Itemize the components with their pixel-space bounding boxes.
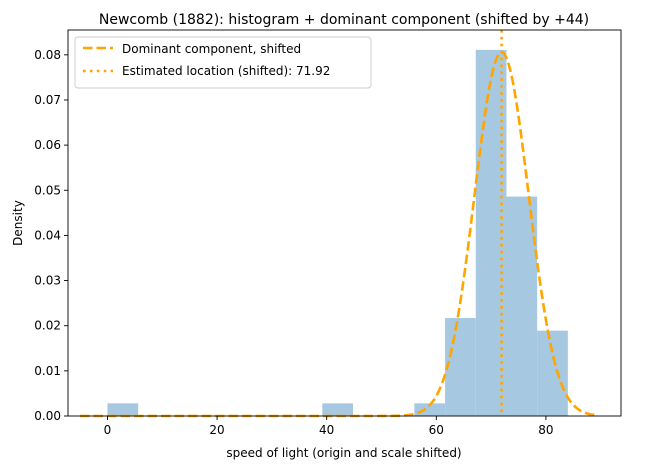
- y-tick-label: 0.03: [34, 274, 61, 288]
- y-tick-label: 0.06: [34, 138, 61, 152]
- y-tick-label: 0.01: [34, 364, 61, 378]
- legend-box: [74, 36, 372, 89]
- plot-frame: [67, 29, 622, 417]
- histogram-bar: [537, 330, 568, 416]
- legend-label-dominant: Dominant component, shifted: [122, 42, 301, 56]
- histogram-bars: [107, 49, 568, 417]
- y-tick-label: 0.04: [34, 228, 61, 242]
- x-tick-label: 20: [209, 423, 224, 437]
- y-tick-label: 0.08: [34, 48, 61, 62]
- legend-label-location: Estimated location (shifted): 71.92: [122, 64, 330, 78]
- legend: Dominant component, shifted Estimated lo…: [74, 36, 372, 89]
- histogram-bar: [445, 318, 476, 416]
- histogram-bar: [414, 403, 446, 416]
- y-tick-label: 0.05: [34, 183, 61, 197]
- x-tick-label: 40: [319, 423, 334, 437]
- histogram-bar: [107, 403, 139, 416]
- x-tick-label: 80: [538, 423, 553, 437]
- x-tick-label: 60: [429, 423, 444, 437]
- histogram-bar: [322, 403, 353, 416]
- y-axis-label: Density: [11, 200, 25, 246]
- histogram-bar: [506, 196, 538, 416]
- histogram-bar: [475, 49, 507, 417]
- x-axis-label: speed of light (origin and scale shifted…: [226, 446, 461, 460]
- y-tick-label: 0.00: [34, 409, 61, 423]
- chart-title: Newcomb (1882): histogram + dominant com…: [99, 12, 589, 28]
- y-axis-ticks: 0.00 0.01 0.02 0.03 0.04 0.05 0.06 0.07 0.08: [34, 48, 68, 423]
- y-tick-label: 0.07: [34, 93, 61, 107]
- x-axis-ticks: 0 20 40 60 80: [104, 416, 554, 437]
- x-tick-label: 0: [104, 423, 112, 437]
- y-tick-label: 0.02: [34, 319, 61, 333]
